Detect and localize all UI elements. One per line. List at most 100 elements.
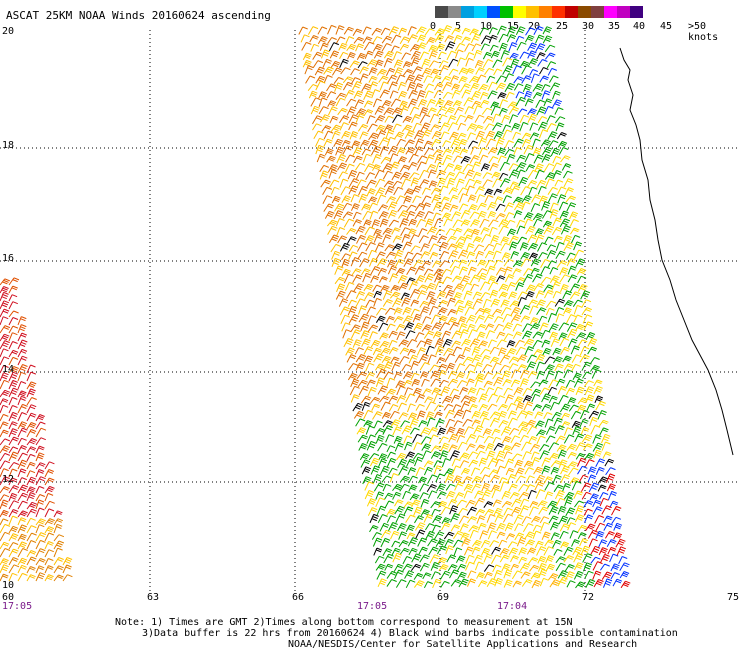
wind-barb <box>578 474 589 483</box>
wind-barb <box>413 580 425 588</box>
wind-barb <box>476 331 486 340</box>
wind-barb <box>322 195 333 204</box>
wind-barb <box>472 298 483 309</box>
wind-barb <box>588 538 598 547</box>
wind-barb <box>475 509 486 516</box>
wind-barb <box>444 538 454 548</box>
wind-barb <box>426 484 437 493</box>
wind-barb <box>487 275 497 283</box>
wind-barb <box>529 305 539 315</box>
wind-barb <box>492 250 502 260</box>
wind-barb <box>481 489 492 499</box>
wind-barb <box>450 75 460 84</box>
wind-barb <box>382 227 393 235</box>
wind-barb <box>328 164 338 173</box>
wind-barb <box>498 347 507 357</box>
wind-barb <box>488 156 499 164</box>
wind-barb <box>438 379 449 387</box>
wind-barb <box>534 228 544 236</box>
wind-barb <box>535 34 545 44</box>
wind-barb <box>466 370 476 380</box>
wind-barb <box>341 322 351 332</box>
wind-barb <box>597 484 607 492</box>
wind-barb <box>454 42 466 52</box>
wind-barb <box>376 570 387 580</box>
wind-barb <box>531 457 541 467</box>
wind-barb <box>540 521 550 532</box>
wind-barb <box>389 161 400 171</box>
wind-barb <box>458 76 468 84</box>
wind-barb <box>369 331 378 340</box>
wind-barb <box>345 154 355 163</box>
wind-barb <box>355 162 366 171</box>
wind-barb <box>398 90 408 99</box>
wind-barb <box>26 508 37 518</box>
wind-barb <box>552 539 562 549</box>
wind-barb <box>438 500 448 508</box>
wind-barb <box>491 362 502 373</box>
wind-barb <box>540 276 552 285</box>
wind-barb <box>436 483 446 492</box>
wind-barb <box>418 546 428 555</box>
wind-barb <box>549 579 560 588</box>
wind-barb <box>541 457 551 467</box>
wind-barb <box>501 370 512 380</box>
wind-barb <box>329 179 340 188</box>
wind-barb <box>17 427 28 438</box>
wind-barb <box>531 194 541 203</box>
wind-barb <box>364 226 375 236</box>
wind-barb <box>385 67 396 76</box>
wind-barb <box>386 508 396 516</box>
wind-barb <box>521 65 532 75</box>
lat-lon-grid <box>0 30 740 593</box>
wind-barb <box>511 506 522 516</box>
wind-barb <box>601 571 613 580</box>
wind-barb <box>451 211 462 220</box>
wind-barb <box>386 570 398 579</box>
wind-barb <box>484 508 495 517</box>
wind-barb <box>379 276 388 283</box>
wind-barb <box>407 412 418 421</box>
wind-barb <box>447 564 458 572</box>
wind-barb <box>536 307 547 315</box>
wind-barb <box>508 291 518 300</box>
wind-barb <box>17 371 27 382</box>
wind-barb <box>390 530 400 540</box>
wind-barb <box>470 33 481 44</box>
wind-barb <box>565 379 576 388</box>
wind-barb <box>615 538 626 548</box>
wind-barb <box>424 523 435 531</box>
wind-barb <box>393 435 403 444</box>
wind-barb <box>411 378 421 387</box>
wind-barb <box>450 138 461 148</box>
wind-barb <box>500 299 510 308</box>
wind-barb <box>320 179 331 188</box>
wind-barb <box>530 451 540 460</box>
wind-barb <box>420 243 430 253</box>
wind-barb <box>443 284 453 292</box>
wind-barb <box>475 444 486 452</box>
wind-barb <box>457 441 468 451</box>
wind-barb <box>509 241 518 251</box>
wind-barb <box>552 155 562 164</box>
wind-barb <box>392 180 403 188</box>
wind-barb <box>587 466 597 475</box>
wind-barb <box>392 491 402 500</box>
wind-barb <box>522 323 533 332</box>
wind-barb <box>532 273 543 283</box>
wind-barb <box>310 97 321 107</box>
wind-barb <box>579 418 589 428</box>
wind-barb <box>393 563 404 572</box>
wind-barb <box>573 378 584 388</box>
wind-barb <box>577 339 588 348</box>
wind-barb <box>490 50 500 59</box>
wind-barb <box>438 241 449 251</box>
wind-barb <box>380 27 391 36</box>
wind-barb <box>558 322 569 331</box>
wind-barb <box>550 460 562 468</box>
wind-barb <box>545 435 556 443</box>
wind-barb <box>392 51 402 61</box>
wind-barb <box>360 321 370 332</box>
wind-barb <box>8 285 18 294</box>
wind-barb <box>476 387 485 396</box>
